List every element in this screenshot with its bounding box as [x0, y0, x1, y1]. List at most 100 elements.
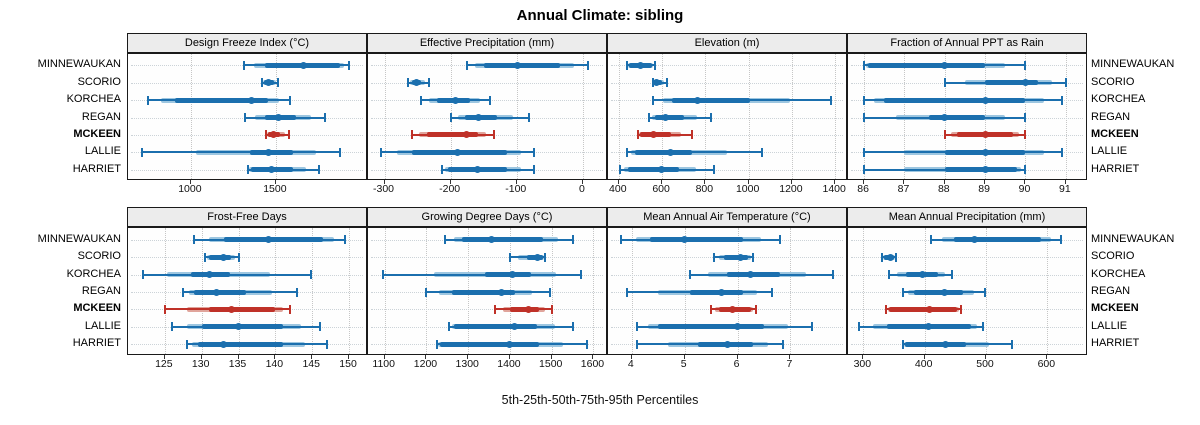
interquartile-band — [954, 237, 1042, 243]
whisker-cap — [880, 252, 883, 262]
whisker-cap — [171, 322, 174, 332]
gridline-vertical — [551, 228, 553, 354]
panel-plot — [607, 227, 847, 355]
median-dot — [498, 288, 506, 296]
median-dot — [474, 166, 482, 174]
whisker-cap — [901, 339, 904, 349]
median-dot — [666, 148, 674, 156]
station-label-left: MCKEEN — [73, 302, 121, 315]
whisker-cap — [863, 147, 866, 157]
median-dot — [723, 340, 731, 348]
axis-tick — [274, 355, 276, 359]
whisker-cap — [163, 304, 166, 314]
whisker-cap — [406, 78, 409, 88]
whisker-cap — [428, 78, 431, 88]
whisker-cap — [532, 165, 535, 175]
whisker-cap — [435, 339, 438, 349]
interquartile-band — [174, 97, 269, 103]
whisker-5th-95th — [382, 273, 581, 276]
median-dot — [487, 236, 495, 244]
whisker-cap — [929, 235, 932, 245]
interquartile-band — [201, 324, 283, 330]
station-label-right: LALLIE — [1091, 145, 1128, 158]
axis-tick-label: 4 — [627, 358, 634, 370]
axis-tick-label: -200 — [439, 183, 461, 195]
whisker-cap — [141, 270, 144, 280]
panel-strip: Design Freeze Index (°C) — [127, 33, 367, 53]
station-label-right: KORCHEA — [1091, 93, 1146, 106]
whisker-5th-95th — [626, 151, 762, 154]
median-dot — [463, 131, 470, 139]
median-dot — [649, 131, 657, 139]
gridline-vertical — [384, 228, 386, 354]
median-dot — [264, 148, 272, 156]
station-label-left: LALLIE — [84, 145, 121, 158]
interquartile-band — [453, 324, 538, 330]
station-label-right: REGAN — [1091, 110, 1131, 123]
axis-tick — [704, 180, 706, 184]
station-label-left: MCKEEN — [73, 127, 121, 140]
station-label-right: REGAN — [1091, 285, 1131, 297]
panel-plot — [847, 227, 1087, 355]
whisker-cap — [204, 252, 207, 262]
station-label-left: HARRIET — [72, 337, 121, 350]
gridline-horizontal — [131, 257, 363, 259]
whisker-cap — [550, 304, 553, 314]
axis-tick — [348, 355, 350, 359]
whisker-cap — [688, 270, 691, 280]
whisker-cap — [246, 165, 249, 175]
whisker-cap — [146, 95, 149, 105]
axis-tick-label: 91 — [1058, 183, 1071, 195]
station-label-right: MINNEWAUKAN — [1091, 232, 1175, 245]
gridline-horizontal — [131, 82, 363, 84]
axis-tick — [683, 355, 685, 359]
whisker-cap — [587, 60, 590, 70]
axis-tick — [903, 180, 905, 184]
station-label-left: REGAN — [81, 110, 121, 123]
panel-plot — [367, 53, 607, 180]
axis-tick-label: 400 — [914, 358, 933, 370]
interquartile-band — [889, 306, 957, 312]
axis-tick-label: 500 — [976, 358, 994, 370]
whisker-cap — [289, 304, 292, 314]
whisker-cap — [1064, 78, 1067, 88]
whisker-cap — [752, 252, 755, 262]
interquartile-band — [928, 115, 986, 120]
whisker-cap — [943, 130, 946, 140]
axis-tick — [425, 355, 427, 359]
axis-tick — [863, 180, 865, 184]
median-dot — [941, 61, 949, 69]
axis-tick — [630, 355, 632, 359]
axis-tick-label: 0 — [578, 183, 585, 195]
whisker-cap — [185, 339, 188, 349]
axis-tick — [789, 355, 791, 359]
axis-tick — [311, 355, 313, 359]
median-dot — [525, 305, 533, 313]
interquartile-band — [483, 62, 560, 68]
interquartile-band — [628, 167, 679, 173]
median-dot — [510, 323, 518, 331]
whisker-cap — [344, 235, 347, 245]
whisker-cap — [636, 339, 639, 349]
whisker-cap — [288, 95, 291, 105]
panel-strip: Growing Degree Days (°C) — [367, 207, 607, 227]
gridline-vertical — [863, 228, 865, 354]
whisker-cap — [894, 252, 897, 262]
axis-tick — [984, 180, 986, 184]
gridline-horizontal — [371, 309, 603, 311]
median-dot — [981, 166, 989, 174]
whisker-cap — [571, 235, 574, 245]
axis-tick-label: 1000 — [735, 183, 760, 195]
whisker-cap — [1024, 130, 1027, 140]
median-dot — [637, 61, 645, 69]
interquartile-band — [655, 115, 684, 120]
whisker-cap — [489, 95, 492, 105]
axis-tick-label: 125 — [155, 358, 173, 370]
whisker-cap — [636, 322, 639, 332]
whisker-cap — [325, 339, 328, 349]
median-dot — [747, 271, 755, 279]
median-dot — [274, 114, 282, 121]
axis-tick-label: 88 — [937, 183, 950, 195]
axis-tick-label: 1400 — [822, 183, 846, 195]
